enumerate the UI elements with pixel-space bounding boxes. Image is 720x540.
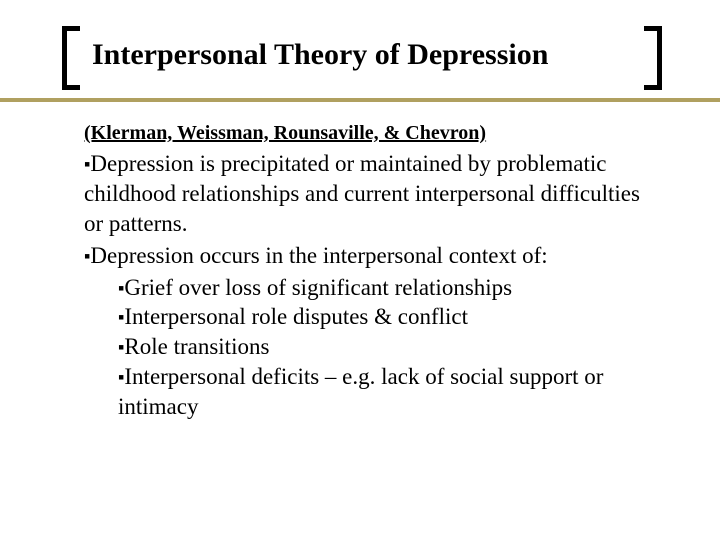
accent-line: [0, 98, 720, 102]
sub-bullet-2: ▪Interpersonal role disputes & conflict: [118, 302, 660, 332]
sub-bullet-3: ▪Role transitions: [118, 332, 660, 362]
sub-bullet-group: ▪Grief over loss of significant relation…: [118, 273, 660, 422]
bullet-text-2: Depression occurs in the interpersonal c…: [90, 243, 547, 268]
bracket-right-decoration: [644, 26, 662, 90]
sub-bullet-1: ▪Grief over loss of significant relation…: [118, 273, 660, 303]
bracket-left-decoration: [62, 26, 80, 90]
sub-text-1: Grief over loss of significant relations…: [124, 275, 512, 300]
bullet-item-2: ▪Depression occurs in the interpersonal …: [84, 241, 660, 271]
sub-bullet-4: ▪Interpersonal deficits – e.g. lack of s…: [118, 362, 660, 422]
sub-text-4: Interpersonal deficits – e.g. lack of so…: [118, 364, 603, 419]
content-area: (Klerman, Weissman, Rounsaville, & Chevr…: [84, 122, 660, 422]
bullet-item-1: ▪Depression is precipitated or maintaine…: [84, 149, 660, 239]
authors-line: (Klerman, Weissman, Rounsaville, & Chevr…: [84, 122, 660, 145]
bullet-text-1: Depression is precipitated or maintained…: [84, 151, 640, 236]
slide-container: Interpersonal Theory of Depression (Kler…: [0, 0, 720, 540]
slide-title: Interpersonal Theory of Depression: [92, 38, 670, 72]
sub-text-2: Interpersonal role disputes & conflict: [124, 304, 468, 329]
sub-text-3: Role transitions: [124, 334, 269, 359]
